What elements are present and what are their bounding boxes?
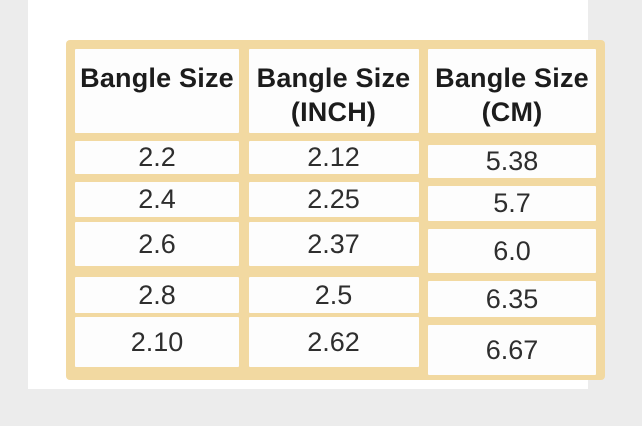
header-cell-bangle-size: Bangle Size — [75, 49, 239, 133]
header-cell-bangle-size-cm: Bangle Size (CM) — [428, 49, 596, 133]
table-cell: 2.10 — [75, 317, 239, 367]
table-body: 2.2 2.12 5.38 2.4 2.25 5.7 2.6 2.37 6.0 2.8 2.5 6.3… — [75, 141, 596, 375]
header-line2: (CM) — [481, 97, 543, 127]
table-cell: 2.37 — [248, 222, 419, 266]
header-line1: Bangle Size — [435, 63, 589, 93]
table-cell: 2.2 — [75, 141, 239, 174]
table-cell: 5.38 — [428, 145, 596, 178]
table-cell: 2.5 — [248, 277, 419, 313]
header-line2: (INCH) — [290, 97, 377, 127]
table-cell: 2.6 — [75, 222, 239, 266]
table-cell: 2.25 — [248, 182, 419, 217]
header-cell-bangle-size-inch: Bangle Size (INCH) — [248, 49, 419, 133]
table-row: 2.10 2.62 6.67 — [75, 317, 596, 375]
table-cell: 2.4 — [75, 182, 239, 217]
bangle-size-table: Bangle Size Bangle Size (INCH) Bangle Si… — [66, 40, 605, 380]
table-header-row: Bangle Size Bangle Size (INCH) Bangle Si… — [75, 49, 596, 133]
table-cell: 5.7 — [428, 186, 596, 221]
content-panel: Bangle Size Bangle Size (INCH) Bangle Si… — [28, 0, 605, 389]
table-row: 2.4 2.25 5.7 — [75, 182, 596, 221]
header-line1: Bangle Size — [80, 63, 234, 93]
table-cell: 2.62 — [248, 317, 419, 367]
table-cell: 2.8 — [75, 277, 239, 313]
table-cell: 6.0 — [428, 229, 596, 273]
table-cell: 6.67 — [428, 325, 596, 375]
table-row: 2.8 2.5 6.35 — [75, 277, 596, 317]
header-line1: Bangle Size — [256, 63, 411, 93]
table-row: 2.2 2.12 5.38 — [75, 141, 596, 178]
table-cell: 6.35 — [428, 281, 596, 317]
table-cell: 2.12 — [248, 141, 419, 174]
table-row: 2.6 2.37 6.0 — [75, 222, 596, 273]
